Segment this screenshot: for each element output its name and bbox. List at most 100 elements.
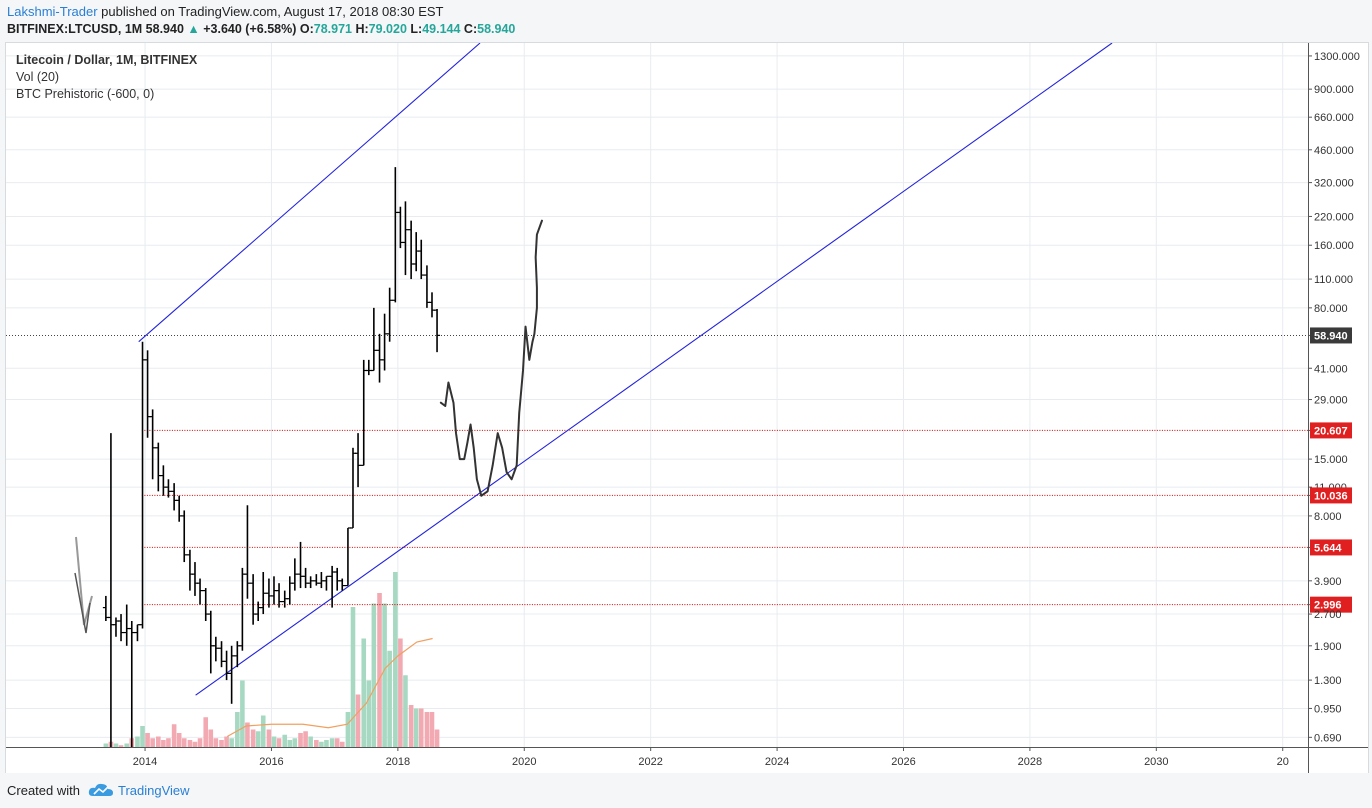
price-tick-label: 1.900 xyxy=(1314,641,1342,653)
open-value: 78.971 xyxy=(313,22,352,36)
ohlc-bar xyxy=(181,510,188,563)
volume-bar xyxy=(181,738,187,747)
volume-bar xyxy=(355,694,361,747)
volume-bar xyxy=(276,738,282,747)
volume-bar xyxy=(219,740,224,747)
volume-bar xyxy=(192,741,198,747)
time-tick-label: 2026 xyxy=(891,756,915,768)
volume-bar xyxy=(429,712,435,747)
up-arrow-icon: ▲ xyxy=(187,22,200,36)
legend-volume: Vol (20) xyxy=(16,70,60,84)
volume-bar xyxy=(382,603,387,747)
ohlc-bar xyxy=(228,645,235,704)
ohlc-bar xyxy=(191,562,198,596)
ohlc-bar xyxy=(413,232,420,272)
ohlc-bar xyxy=(207,610,214,674)
volume-bar xyxy=(260,715,266,747)
plot-area xyxy=(6,43,1308,747)
last-price: 58.940 xyxy=(145,22,184,36)
close-value: 58.940 xyxy=(477,22,516,36)
published-text: published on TradingView.com, August 17,… xyxy=(97,4,444,19)
publish-header: Lakshmi-Trader published on TradingView.… xyxy=(0,0,1372,42)
ohlc-bar xyxy=(381,313,388,371)
ohlc-bar xyxy=(365,359,372,376)
price-tick-label: 29.000 xyxy=(1314,395,1348,407)
ohlc-bar xyxy=(176,495,183,522)
volume-bar xyxy=(124,743,130,747)
chart-panel[interactable]: 1300.000 900.000 660.000 460.000 320.000 220.… xyxy=(5,42,1369,775)
ohlc-bar xyxy=(276,583,283,608)
ohlc-bar xyxy=(250,574,257,625)
volume-bar xyxy=(393,572,398,747)
ohlc-bar xyxy=(360,359,367,466)
ohlc-bar xyxy=(339,578,346,591)
ohlc-bar xyxy=(197,578,204,605)
ohlc-bar xyxy=(318,572,325,589)
ohlc-bar xyxy=(186,549,193,591)
price-tick-label: 3.900 xyxy=(1314,576,1342,588)
price-change: +3.640 (+6.58%) xyxy=(203,22,297,36)
price-tick-label: 460.000 xyxy=(1314,145,1354,157)
volume-bar xyxy=(156,736,161,747)
tradingview-brand-link[interactable]: TradingView xyxy=(118,783,190,798)
publish-info: Lakshmi-Trader published on TradingView.… xyxy=(7,4,444,19)
volume-bar xyxy=(408,705,414,747)
price-chart[interactable]: 1300.000 900.000 660.000 460.000 320.000 220.… xyxy=(6,43,1368,774)
volume-bar xyxy=(387,650,392,747)
volume-bar xyxy=(314,740,319,747)
price-tag-bg xyxy=(1310,487,1352,504)
volume-bar xyxy=(245,722,250,747)
volume-bar xyxy=(150,738,155,747)
ohlc-bar xyxy=(355,433,362,488)
price-tick-label: 110.000 xyxy=(1314,274,1353,286)
time-tick-label: 2028 xyxy=(1018,756,1042,768)
projection-sketch xyxy=(439,219,543,497)
time-tick-label: 2014 xyxy=(133,756,157,768)
time-tick-label: 20 xyxy=(1277,756,1289,768)
author-link[interactable]: Lakshmi-Trader xyxy=(7,4,98,19)
volume-bar xyxy=(229,738,234,747)
volume-bar xyxy=(266,729,272,747)
time-tick-label: 2024 xyxy=(765,756,789,768)
open-label: O: xyxy=(299,22,314,36)
ohlc-bar xyxy=(244,505,251,599)
price-tag-label: 5.644 xyxy=(1314,542,1342,554)
volume-bar xyxy=(161,740,166,747)
volume-bar xyxy=(171,724,177,747)
price-tick-label: 900.000 xyxy=(1314,84,1354,96)
price-tag-label: 58.940 xyxy=(1314,330,1348,342)
volume-bar xyxy=(113,743,119,747)
ohlc-bar xyxy=(239,567,246,651)
price-tick-label: 1300.000 xyxy=(1314,51,1360,63)
volume-bar xyxy=(292,738,298,747)
volume-bar xyxy=(240,680,245,747)
volume-bar xyxy=(324,740,329,747)
volume-bar xyxy=(118,745,124,747)
ohlc-bar xyxy=(212,636,219,662)
volume-bar xyxy=(250,729,256,747)
ohlc-bar xyxy=(307,576,314,589)
ohlc-bar xyxy=(118,614,125,642)
volume-bar xyxy=(366,680,372,747)
price-tag-label: 2.996 xyxy=(1314,600,1342,612)
trendline xyxy=(195,43,1113,696)
high-label: H: xyxy=(355,22,369,36)
volume-bar xyxy=(424,712,430,747)
ohlc-bar xyxy=(107,433,114,747)
price-tick-label: 80.000 xyxy=(1314,303,1348,315)
volume-bar xyxy=(308,736,313,747)
volume-bar xyxy=(166,738,171,747)
volume-bar xyxy=(371,603,377,747)
price-tick-label: 8.000 xyxy=(1314,511,1342,523)
ohlc-bar xyxy=(165,479,172,498)
price-tick-label: 0.690 xyxy=(1314,732,1342,744)
ohlc-bar xyxy=(386,287,393,342)
price-tick-label: 41.000 xyxy=(1314,363,1348,375)
low-label: L: xyxy=(410,22,423,36)
volume-bar xyxy=(350,607,356,747)
high-value: 79.020 xyxy=(368,22,407,36)
price-tick-label: 320.000 xyxy=(1314,178,1354,190)
ohlc-bar xyxy=(302,567,309,589)
footer: Created with TradingView xyxy=(0,773,1372,808)
ohlc-bar xyxy=(134,624,141,642)
